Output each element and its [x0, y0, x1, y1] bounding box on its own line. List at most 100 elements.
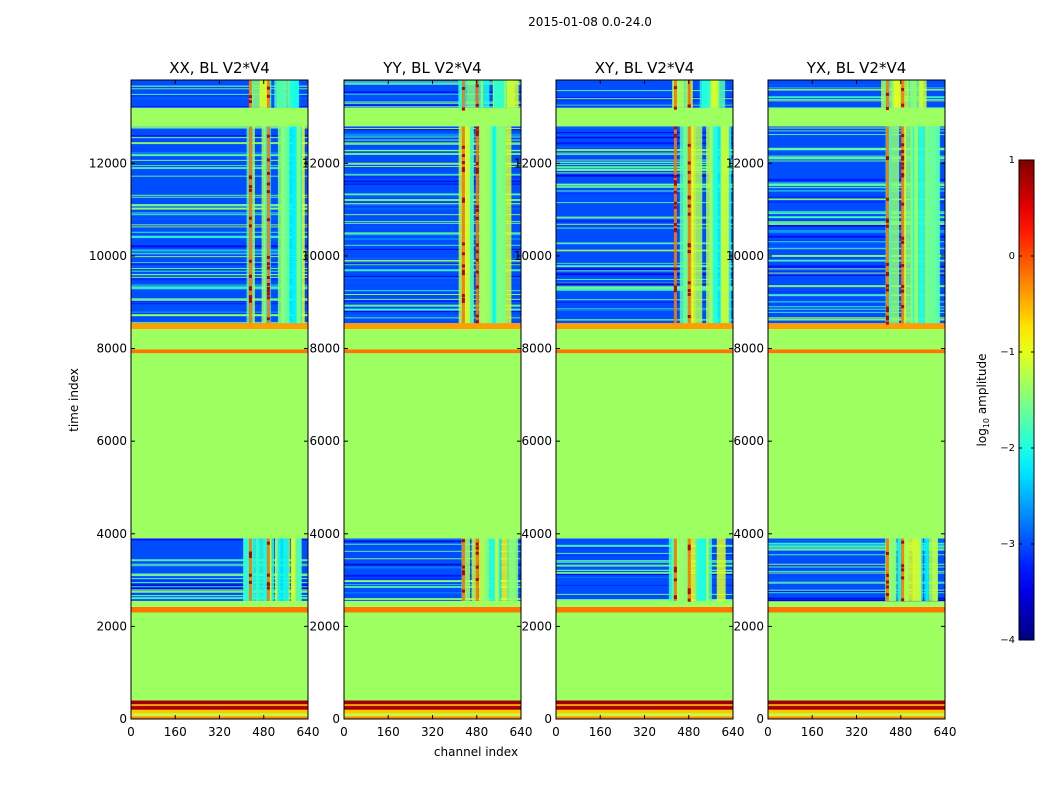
time-stripe	[344, 262, 521, 265]
time-stripe	[344, 204, 521, 206]
y-tick-label: 10000	[514, 249, 552, 263]
rfi-hotspot	[901, 155, 905, 159]
rfi-hotspot	[475, 285, 479, 289]
time-stripe	[768, 130, 945, 132]
rfi-hotspot	[461, 299, 465, 303]
time-stripe	[556, 299, 733, 301]
rfi-column	[471, 538, 478, 601]
time-stripe	[131, 166, 308, 168]
time-stripe	[131, 94, 308, 96]
rfi-hotspot	[248, 176, 252, 180]
rfi-hotspot	[885, 219, 889, 223]
time-stripe	[344, 586, 521, 588]
x-axis-label: channel index	[434, 745, 518, 759]
time-region	[556, 709, 733, 714]
figure-title: 2015-01-08 0.0-24.0	[528, 15, 652, 29]
time-stripe	[344, 269, 521, 272]
rfi-hotspot	[673, 201, 677, 205]
time-region	[556, 612, 733, 701]
time-stripe	[768, 572, 945, 574]
time-region	[344, 600, 521, 607]
time-stripe	[131, 237, 308, 239]
x-tick-label: 160	[589, 725, 612, 739]
time-stripe	[556, 268, 733, 271]
time-stripe	[131, 152, 308, 155]
time-stripe	[768, 246, 945, 248]
time-stripe	[556, 599, 733, 601]
time-stripe	[556, 283, 733, 286]
rfi-hotspot	[673, 569, 677, 573]
time-stripe	[556, 191, 733, 193]
time-region	[131, 600, 308, 607]
rfi-column	[247, 538, 260, 601]
time-stripe	[344, 93, 521, 95]
time-stripe	[344, 317, 521, 319]
time-stripe	[556, 564, 733, 567]
time-stripe	[344, 152, 521, 155]
rfi-hotspot	[687, 143, 691, 147]
time-stripe	[556, 593, 733, 595]
rfi-column	[291, 538, 296, 601]
rfi-hotspot	[248, 555, 252, 559]
time-region	[131, 713, 308, 717]
rfi-column	[907, 80, 914, 108]
time-region	[556, 706, 733, 710]
time-stripe	[131, 212, 308, 214]
time-stripe	[556, 584, 733, 586]
time-stripe	[556, 167, 733, 169]
time-stripe	[344, 567, 521, 569]
time-region	[344, 107, 521, 127]
rfi-hotspot	[673, 289, 677, 293]
rfi-hotspot	[885, 197, 889, 201]
time-stripe	[344, 162, 521, 165]
rfi-hotspot	[673, 205, 677, 209]
colorbar-tick-label: −3	[1000, 539, 1015, 550]
rfi-hotspot	[687, 249, 691, 253]
rfi-hotspot	[885, 262, 889, 266]
time-stripe	[131, 245, 308, 248]
rfi-column	[500, 126, 512, 324]
rfi-hotspot	[901, 264, 905, 268]
time-stripe	[556, 278, 733, 280]
time-stripe	[768, 223, 945, 226]
rfi-column	[716, 538, 726, 601]
time-stripe	[556, 162, 733, 164]
rfi-column	[919, 80, 927, 108]
time-stripe	[344, 106, 521, 108]
rfi-hotspot	[266, 171, 270, 175]
time-stripe	[768, 579, 945, 581]
time-stripe	[768, 554, 945, 556]
time-stripe	[768, 127, 945, 129]
rfi-hotspot	[901, 284, 905, 288]
time-stripe	[344, 315, 521, 317]
time-stripe	[556, 319, 733, 321]
rfi-column	[255, 538, 267, 601]
rfi-hotspot	[266, 262, 270, 266]
rfi-hotspot	[475, 208, 479, 212]
rfi-column	[464, 538, 471, 601]
time-stripe	[131, 88, 308, 90]
rfi-column	[259, 80, 271, 108]
rfi-column	[710, 126, 713, 324]
rfi-hotspot	[475, 565, 479, 569]
rfi-hotspot	[461, 86, 465, 90]
rfi-hotspot	[475, 243, 479, 247]
time-stripe	[556, 262, 733, 264]
rfi-column	[695, 538, 706, 601]
rfi-hotspot	[248, 224, 252, 228]
time-region	[344, 612, 521, 701]
time-stripe	[131, 582, 308, 584]
time-stripe	[131, 224, 308, 226]
y-tick-label: 4000	[521, 527, 552, 541]
panel-3: YX, BL V2*V4 0 160 320 480 640 0 2000 4000 6000 80…	[726, 59, 957, 739]
time-stripe	[344, 580, 521, 583]
rfi-hotspot	[885, 306, 889, 310]
rfi-column	[274, 538, 279, 601]
time-stripe	[768, 187, 945, 189]
time-stripe	[344, 584, 521, 586]
time-stripe	[344, 136, 521, 138]
time-stripe	[131, 285, 308, 287]
rfi-column	[912, 538, 922, 601]
rfi-hotspot	[461, 264, 465, 268]
rfi-column	[252, 126, 255, 324]
